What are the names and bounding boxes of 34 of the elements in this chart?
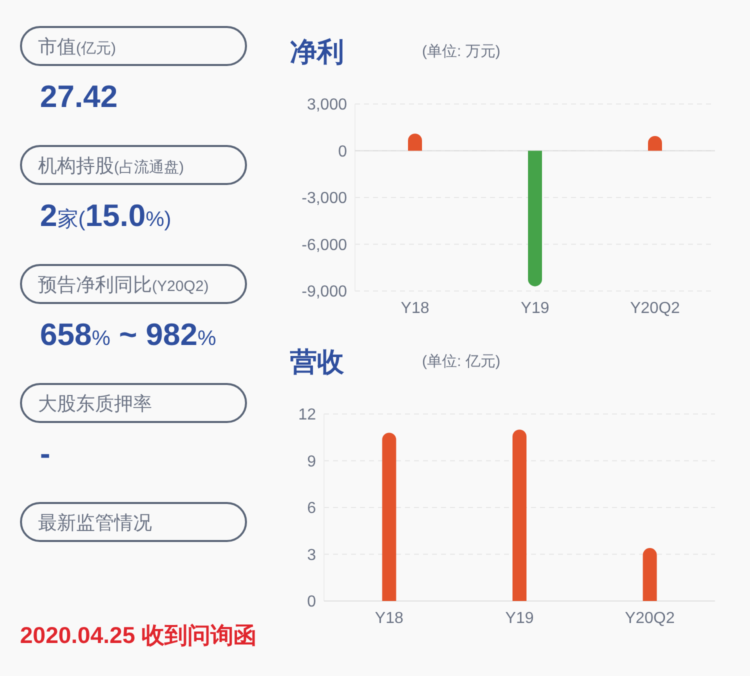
text: - — [40, 436, 50, 471]
y-tick-label: 0 — [307, 594, 316, 611]
bar — [528, 150, 542, 286]
y-tick-label: -3,000 — [302, 190, 348, 208]
x-tick-label: Y20Q2 — [624, 610, 675, 627]
y-tick-label: 6 — [307, 500, 316, 518]
y-tick-label: -9,000 — [302, 284, 348, 301]
y-tick-label: 12 — [298, 406, 316, 424]
y-tick-label: 9 — [307, 453, 316, 470]
x-tick-label: Y18 — [400, 300, 430, 317]
text: 预告净利同比(Y20Q2) — [38, 275, 209, 296]
bar — [382, 432, 396, 601]
y-tick-label: 0 — [338, 143, 348, 160]
text: 658% ~ 982% — [40, 317, 216, 352]
chart-subtitle: (单位: 亿元) — [422, 353, 500, 370]
x-tick-label: Y19 — [520, 300, 550, 317]
text: 2家(15.0%) — [40, 198, 172, 233]
text: 2020.04.25 收到问询函 — [20, 622, 257, 648]
chart-title: 营收 — [289, 347, 345, 377]
text: 27.42 — [40, 79, 118, 114]
x-tick-label: Y19 — [505, 610, 534, 627]
bar — [642, 548, 657, 601]
chart-subtitle: (单位: 万元) — [422, 43, 500, 60]
x-tick-label: Y20Q2 — [630, 300, 680, 317]
text: 机构持股(占流通盘) — [38, 156, 184, 177]
text: 最新监管情况 — [38, 512, 152, 534]
y-tick-label: -6,000 — [302, 236, 348, 254]
text: 市值(亿元) — [38, 36, 116, 58]
text: 大股东质押率 — [38, 393, 152, 415]
y-tick-label: 3 — [307, 546, 316, 564]
x-tick-label: Y18 — [374, 610, 404, 627]
chart-title: 净利 — [290, 37, 344, 67]
bar — [512, 430, 526, 601]
y-tick-label: 3,000 — [306, 96, 348, 114]
